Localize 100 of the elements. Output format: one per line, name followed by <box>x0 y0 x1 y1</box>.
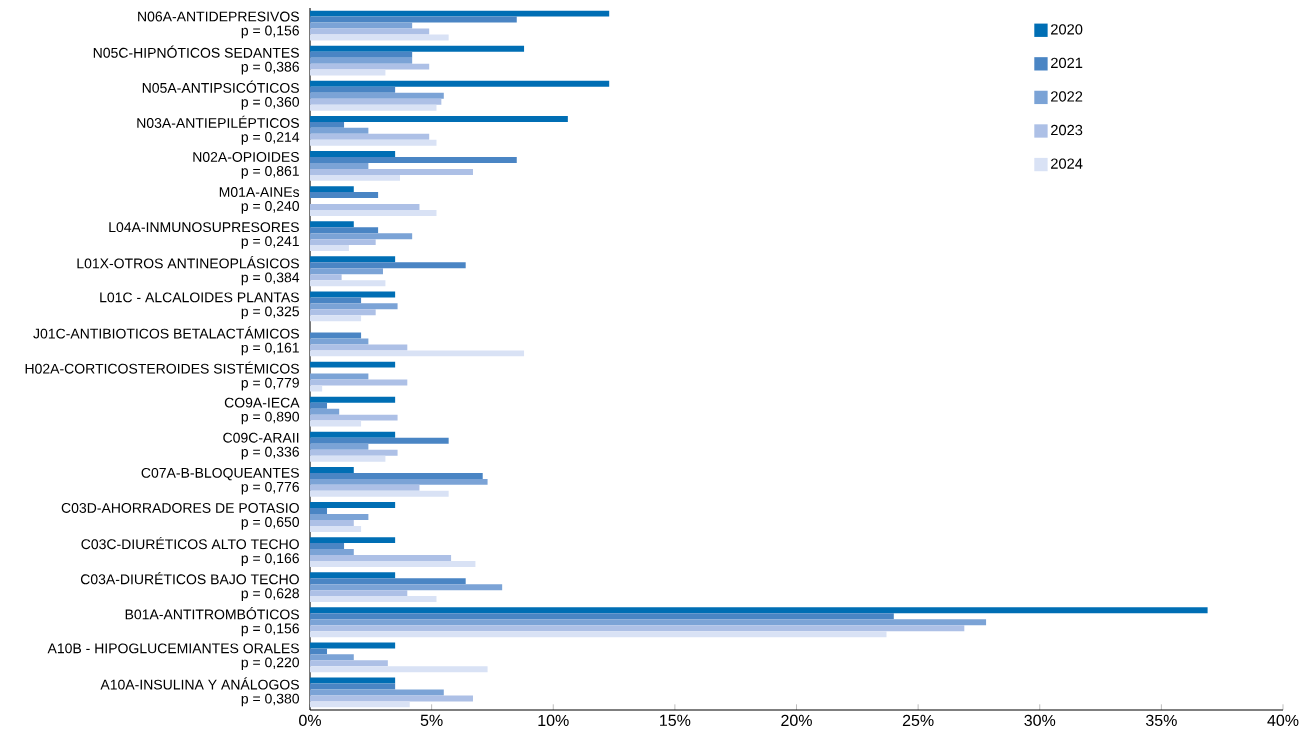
text: p = 0,156 <box>241 623 299 637</box>
bar <box>310 174 401 181</box>
bar <box>310 98 442 105</box>
bar <box>310 513 369 520</box>
bar <box>310 578 466 585</box>
bar <box>310 139 437 146</box>
bar <box>310 625 965 632</box>
bar <box>310 396 396 403</box>
legend-label: 2024 <box>1051 158 1083 169</box>
x-tick-label: 25% <box>902 714 934 727</box>
bar <box>310 86 396 93</box>
bar <box>310 549 354 556</box>
text: p = 0,779 <box>241 377 299 391</box>
bar <box>310 315 362 322</box>
y-tick-label: L01C - ALCALOIDES PLANTAS <box>100 292 299 303</box>
text: p = 0,384 <box>241 272 300 286</box>
bar <box>310 584 503 591</box>
bar <box>310 350 525 357</box>
bar <box>310 104 437 111</box>
bar <box>310 121 345 128</box>
bar <box>310 379 408 386</box>
bar <box>310 291 396 298</box>
bar <box>310 414 398 421</box>
y-tick-label: N02A-OPIOIDES <box>193 151 299 162</box>
text: p = 0,241 <box>241 236 299 249</box>
bar <box>310 449 398 456</box>
bar <box>310 677 396 684</box>
text: p = 0,220 <box>241 657 300 671</box>
x-tick-label: 10% <box>538 714 569 727</box>
bar <box>310 262 466 269</box>
bar <box>310 227 379 234</box>
bar <box>310 666 488 673</box>
bar <box>310 245 349 252</box>
bar <box>310 361 396 368</box>
bar <box>310 472 483 479</box>
text: p = 0,360 <box>241 96 300 110</box>
y-tick-label: N06A-ANTIDEPRESIVOS <box>138 11 299 22</box>
bar <box>310 466 354 473</box>
bar <box>310 344 408 351</box>
bar <box>310 309 376 316</box>
bar <box>310 484 420 491</box>
bar <box>310 221 354 228</box>
bar <box>310 443 369 450</box>
bar <box>310 408 340 415</box>
legend-label: 2020 <box>1051 24 1083 35</box>
x-tick-label: 20% <box>781 714 812 727</box>
bar <box>310 28 430 35</box>
bar <box>310 297 362 304</box>
bar <box>310 10 610 17</box>
bar <box>310 192 379 199</box>
bar <box>310 233 413 240</box>
bar <box>310 210 437 216</box>
bar <box>310 256 396 263</box>
y-tick-label: A10A-INSULINA Y ANÁLOGOS <box>100 677 299 690</box>
text: p = 0,240 <box>241 201 300 214</box>
bar <box>310 268 383 275</box>
bar <box>310 57 413 64</box>
bar <box>310 502 396 509</box>
text: p = 0,156 <box>241 25 299 39</box>
bar <box>310 80 610 87</box>
y-tick-label: H02A-CORTICOSTEROIDES SISTÉMICOS <box>25 361 299 374</box>
bar <box>310 51 413 58</box>
bar <box>310 402 328 409</box>
text: p = 0,650 <box>241 516 300 530</box>
y-tick-label: C03D-AHORRADORES DE POTASIO <box>61 502 299 513</box>
bar <box>310 45 525 52</box>
legend-label: 2023 <box>1051 124 1083 136</box>
bar <box>310 561 476 567</box>
y-tick-label: N05A-ANTIPSICÓTICOS <box>142 80 299 93</box>
bar <box>310 619 987 626</box>
y-tick-label: A10B - HIPOGLUCEMIANTES ORALES <box>47 643 299 654</box>
y-tick-label: C03C-DIURÉTICOS ALTO TECHO <box>81 536 299 550</box>
y-tick-label: B01A-ANTITROMBÓTICOS <box>125 607 299 620</box>
bar <box>310 22 413 29</box>
bar <box>310 572 396 579</box>
bar <box>310 127 369 134</box>
bar <box>310 455 386 462</box>
bar <box>310 338 369 345</box>
x-tick-label: 40% <box>1267 714 1299 727</box>
y-tick-label: C07A-B-BLOQUEANTES <box>141 467 299 481</box>
bar <box>310 607 1208 614</box>
y-tick-label: M01A-AINEs <box>219 187 300 197</box>
bar <box>310 437 449 444</box>
bar <box>310 162 369 169</box>
bar <box>310 590 408 597</box>
bar <box>310 204 420 211</box>
bar <box>310 92 444 99</box>
y-tick-label: N05C-HIPNÓTICOS SEDANTES <box>93 45 299 58</box>
x-tick-label: 5% <box>420 714 443 726</box>
bar <box>310 631 887 638</box>
text: p = 0,214 <box>241 132 300 145</box>
bar <box>310 373 369 380</box>
bar <box>310 689 444 696</box>
bar <box>310 280 386 287</box>
y-tick-label: L04A-INMUNOSUPRESORES <box>109 222 299 233</box>
y-tick-label: N03A-ANTIEPILÉPTICOS <box>137 115 299 128</box>
x-tick-label: 0% <box>299 714 321 727</box>
text: p = 0,325 <box>241 306 299 320</box>
y-tick-label: C09C-ARAII <box>223 432 299 443</box>
bar <box>310 151 396 157</box>
